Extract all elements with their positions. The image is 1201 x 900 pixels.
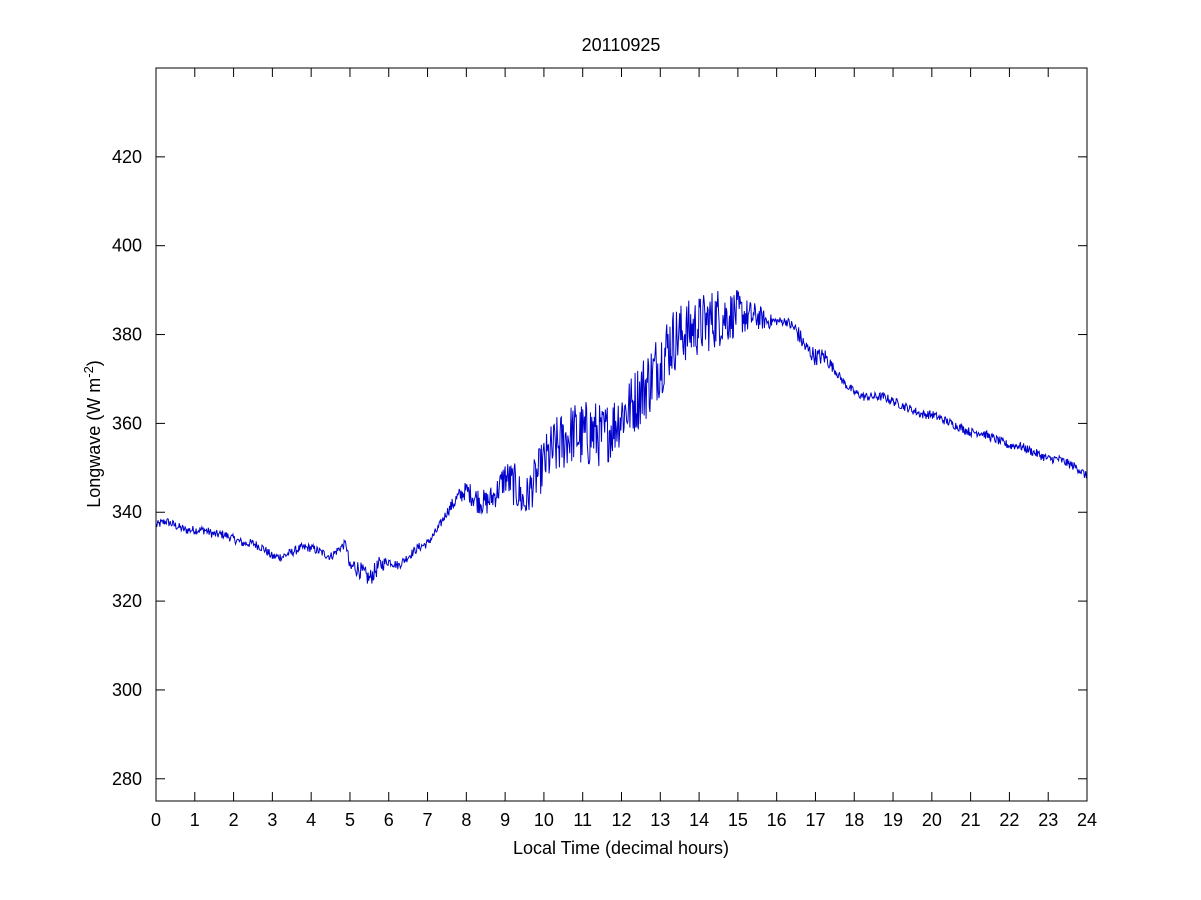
x-tick-label-8: 8 — [461, 810, 471, 830]
x-tick-label-20: 20 — [922, 810, 942, 830]
y-tick-label-400: 400 — [112, 236, 142, 256]
x-tick-label-7: 7 — [423, 810, 433, 830]
y-tick-label-280: 280 — [112, 769, 142, 789]
x-tick-label-12: 12 — [611, 810, 631, 830]
x-tick-label-1: 1 — [190, 810, 200, 830]
chart-title: 20110925 — [582, 35, 661, 55]
x-tick-label-19: 19 — [883, 810, 903, 830]
x-tick-label-15: 15 — [728, 810, 748, 830]
y-axis-label-main: Longwave (W m — [84, 378, 104, 508]
x-axis-ticks: 0 1 2 3 4 5 6 7 8 9 10 11 12 13 14 15 16 17 18 19 20 21 22 23 24 — [151, 68, 1097, 830]
x-tick-label-22: 22 — [999, 810, 1019, 830]
y-tick-label-420: 420 — [112, 147, 142, 167]
longwave-series-line — [155, 289, 1088, 584]
y-axis-label: Longwave (W m-2) — [81, 360, 104, 508]
x-tick-label-9: 9 — [500, 810, 510, 830]
y-axis-ticks: 280 300 320 340 360 380 400 420 — [112, 147, 1087, 789]
x-tick-label-6: 6 — [384, 810, 394, 830]
x-tick-label-24: 24 — [1077, 810, 1097, 830]
x-tick-label-2: 2 — [229, 810, 239, 830]
y-tick-label-320: 320 — [112, 591, 142, 611]
x-tick-label-13: 13 — [650, 810, 670, 830]
y-axis-label-superscript: -2 — [81, 366, 96, 378]
x-tick-label-14: 14 — [689, 810, 709, 830]
x-tick-label-5: 5 — [345, 810, 355, 830]
x-axis-label: Local Time (decimal hours) — [513, 838, 729, 858]
x-tick-label-21: 21 — [961, 810, 981, 830]
x-tick-label-16: 16 — [767, 810, 787, 830]
y-tick-label-300: 300 — [112, 680, 142, 700]
x-tick-label-4: 4 — [306, 810, 316, 830]
x-tick-label-3: 3 — [267, 810, 277, 830]
x-tick-label-11: 11 — [573, 810, 592, 830]
y-tick-label-360: 360 — [112, 413, 142, 433]
x-tick-label-18: 18 — [844, 810, 864, 830]
x-tick-label-10: 10 — [534, 810, 554, 830]
x-tick-label-23: 23 — [1038, 810, 1058, 830]
x-tick-label-0: 0 — [151, 810, 161, 830]
x-tick-label-17: 17 — [805, 810, 825, 830]
y-tick-label-340: 340 — [112, 502, 142, 522]
y-tick-label-380: 380 — [112, 325, 142, 345]
plot-frame — [155, 67, 1088, 802]
y-axis-label-suffix: ) — [84, 360, 104, 366]
